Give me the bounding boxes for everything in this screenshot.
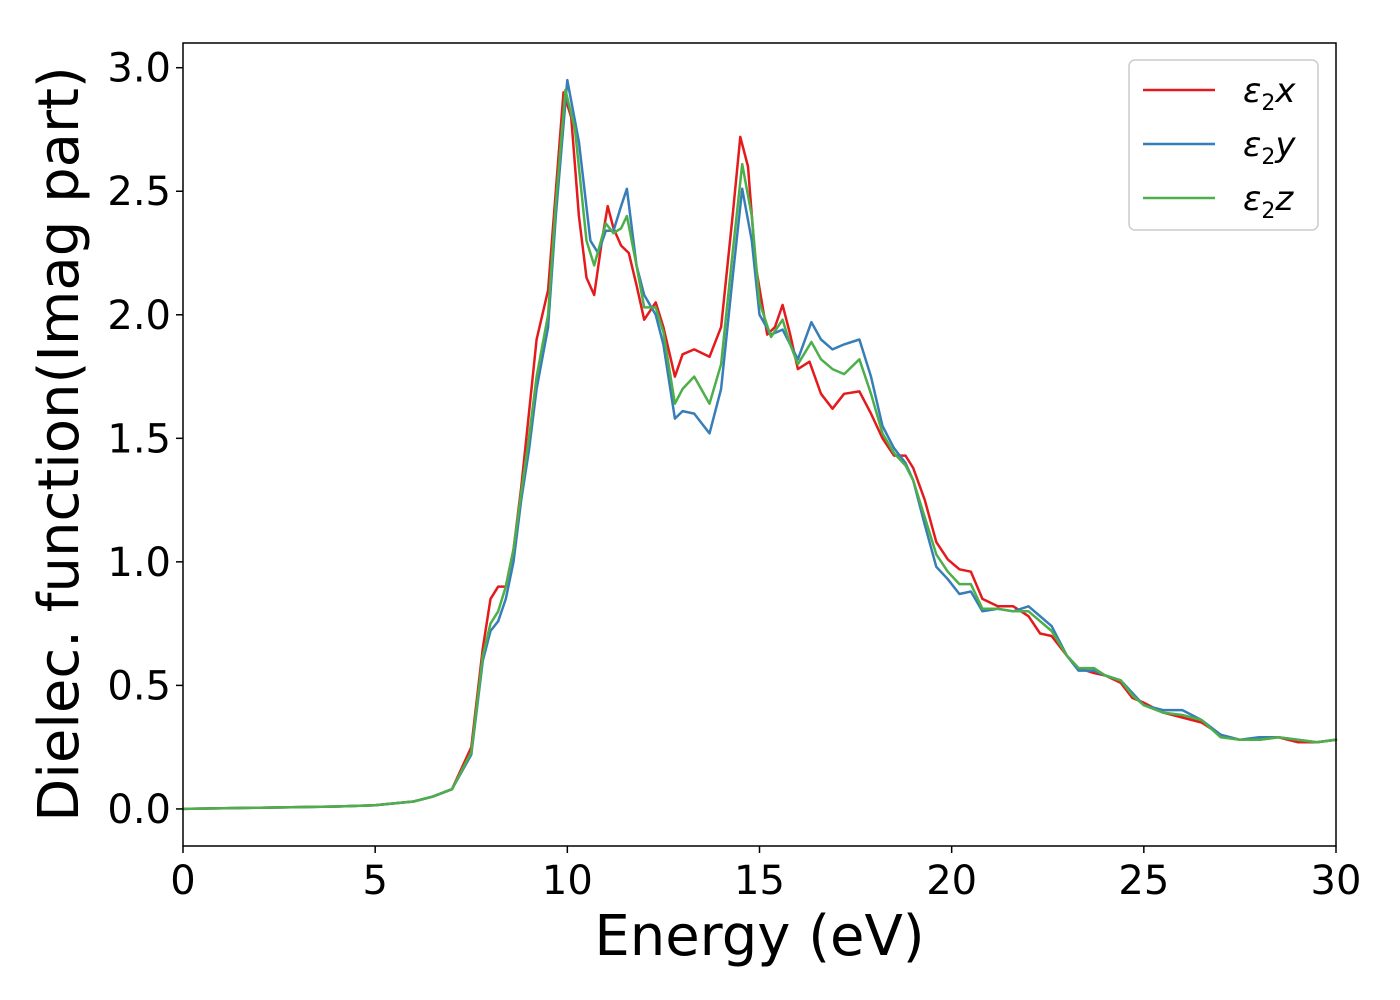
x-tick-label: 10 [542,858,593,904]
y-tick-label: 1.5 [107,416,171,462]
legend-label-z: ε2z [1243,179,1294,224]
y-tick-label: 3.0 [107,46,171,92]
x-tick-label: 20 [926,858,977,904]
x-tick-label: 0 [170,858,195,904]
x-tick-label: 15 [734,858,785,904]
legend-label-x: ε2x [1243,71,1296,116]
x-axis-title: Energy (eV) [594,904,924,969]
series-line-x [181,91,1338,811]
y-tick-label: 0.5 [107,663,171,709]
series-layer [181,78,1338,811]
series-line-z [181,88,1338,811]
x-tick-label: 5 [362,858,387,904]
x-tick-label: 30 [1311,858,1362,904]
legend-box [1128,59,1319,231]
y-tick-label: 0.0 [107,787,171,833]
legend-label-y: ε2y [1243,125,1296,170]
legend: ε2x ε2y ε2z [1128,59,1319,231]
x-axis: 0 5 10 15 20 25 30 [170,846,1361,904]
y-tick-label: 2.0 [107,293,171,339]
y-axis-title: Dielec. function(Imag part) [27,66,92,822]
x-tick-label: 25 [1118,858,1169,904]
y-axis: 0.0 0.5 1.0 1.5 2.0 2.5 3.0 [107,46,183,833]
y-tick-label: 1.0 [107,540,171,586]
y-tick-label: 2.5 [107,169,171,215]
